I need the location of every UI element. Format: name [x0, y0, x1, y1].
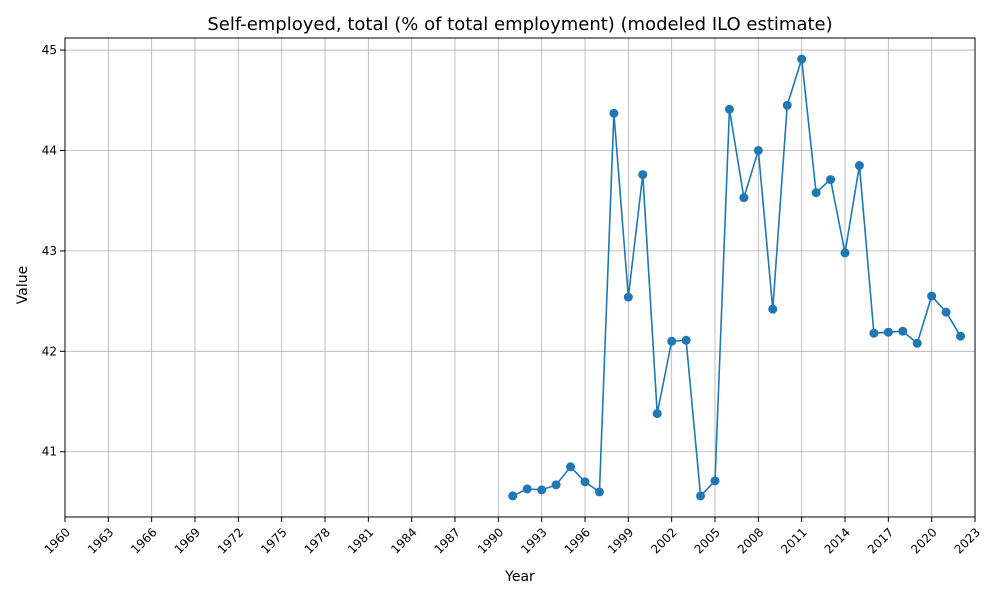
data-point	[768, 304, 778, 314]
data-point	[667, 336, 677, 346]
series-line	[512, 58, 962, 498]
x-tick-label: 2023	[952, 525, 983, 556]
x-tick-label: 1999	[605, 525, 636, 556]
plot-frame	[64, 37, 976, 518]
x-tick-label: 1972	[215, 525, 246, 556]
x-tick-label: 1975	[258, 525, 289, 556]
data-point	[782, 100, 792, 110]
x-tick-label: 1993	[518, 525, 549, 556]
x-tick-label: 1984	[388, 525, 419, 556]
data-point	[696, 491, 706, 501]
y-tick-label: 41	[42, 445, 57, 459]
x-tick-label: 1981	[345, 525, 376, 556]
data-point	[927, 291, 937, 301]
y-tick-label: 43	[42, 244, 57, 258]
x-tick-label: 2005	[692, 525, 723, 556]
x-tick-label: 1978	[302, 525, 333, 556]
data-point	[580, 477, 590, 487]
data-point	[609, 108, 619, 118]
x-axis-label: Year	[504, 569, 535, 585]
data-point	[710, 476, 720, 486]
data-point	[840, 248, 850, 258]
x-tick-label: 1960	[42, 525, 73, 556]
data-point	[739, 193, 749, 203]
x-tick-label: 1969	[172, 525, 203, 556]
x-tick-label: 1996	[562, 525, 593, 556]
data-point	[898, 326, 908, 336]
data-point	[869, 328, 879, 338]
y-tick-label: 44	[42, 143, 57, 157]
data-point	[811, 188, 821, 198]
data-point	[681, 335, 691, 345]
data-point	[883, 327, 893, 337]
x-tick-label: 2017	[865, 525, 896, 556]
x-tick-label: 1990	[475, 525, 506, 556]
data-point	[522, 484, 532, 494]
data-point	[797, 54, 807, 64]
x-tick-label: 1963	[85, 525, 116, 556]
chart-title: Self-employed, total (% of total employm…	[207, 14, 832, 35]
data-point	[826, 175, 836, 185]
data-point	[956, 331, 966, 341]
x-tick-label: 2008	[735, 525, 766, 556]
data-points	[508, 54, 966, 501]
data-point	[551, 480, 561, 490]
x-tick-label: 2014	[822, 525, 853, 556]
x-tick-label: 1987	[432, 525, 463, 556]
data-point	[941, 307, 951, 317]
y-axis-label: Value	[15, 266, 31, 304]
data-point	[508, 491, 518, 501]
data-point	[537, 485, 547, 495]
axis-ticks: 1960 1963 1966 1969 1972 1975 1978 1981 1984 1987…	[42, 43, 983, 557]
grid	[64, 38, 976, 517]
x-tick-label: 2020	[908, 525, 939, 556]
data-point	[623, 292, 633, 302]
data-point	[724, 104, 734, 114]
data-point	[912, 338, 922, 348]
x-tick-label: 2011	[778, 525, 809, 556]
data-point	[753, 145, 763, 155]
data-point	[652, 409, 662, 419]
x-tick-label: 1966	[128, 525, 159, 556]
y-tick-label: 45	[42, 43, 57, 57]
x-tick-label: 2002	[648, 525, 679, 556]
data-point	[854, 161, 864, 171]
data-point	[566, 462, 576, 472]
data-point	[638, 170, 648, 180]
y-tick-label: 42	[42, 344, 57, 358]
data-point	[594, 487, 604, 497]
